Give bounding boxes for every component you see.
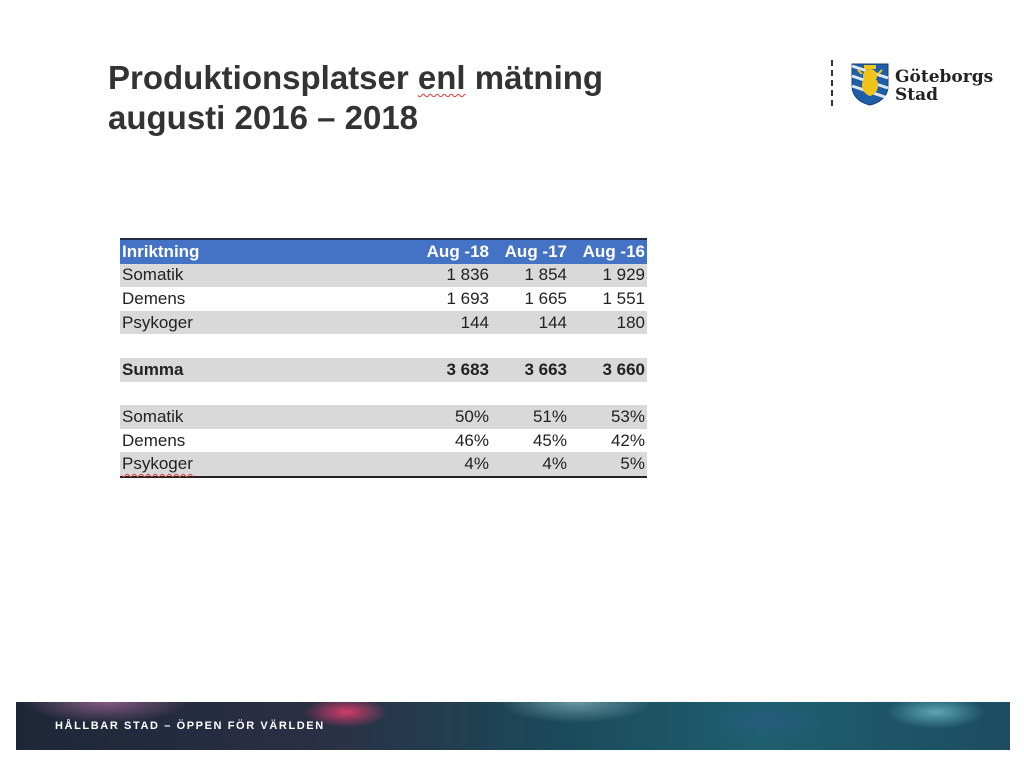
table-spacer-row [120, 334, 647, 358]
cell-value: 1 854 [491, 263, 569, 288]
table-row: Somatik 50% 51% 53% [120, 405, 647, 429]
header-aug-17: Aug -17 [491, 238, 569, 264]
table-row: Somatik 1 836 1 854 1 929 [120, 263, 647, 288]
logo-divider [831, 60, 833, 106]
footer-banner: HÅLLBAR STAD – ÖPPEN FÖR VÄRLDEN [16, 702, 1010, 750]
table-row: Demens 1 693 1 665 1 551 [120, 287, 647, 311]
row-label-text: Psykoger [122, 454, 193, 474]
row-label: Psykoger [120, 310, 413, 335]
table-row: Psykoger 4% 4% 5% [120, 452, 647, 478]
header-aug-18: Aug -18 [413, 238, 491, 264]
cell-value: 1 929 [569, 263, 647, 288]
header-aug-16: Aug -16 [569, 238, 647, 264]
table-row: Demens 46% 45% 42% [120, 429, 647, 453]
cell-value: 3 663 [491, 357, 569, 382]
cell-value: 53% [569, 405, 647, 429]
cell-value: 1 693 [446, 288, 489, 308]
cell-value: 51% [491, 405, 569, 429]
cell-value: 45% [532, 430, 567, 450]
goteborgs-stad-logo: Göteborgs Stad [831, 60, 993, 108]
cell-value: 46% [454, 430, 489, 450]
cell-value: 180 [569, 310, 647, 335]
cell-value: 3 660 [569, 357, 647, 382]
title-line-1: Produktionsplatser enl mätning [108, 58, 603, 98]
row-label: Somatik [120, 263, 413, 288]
title-text-b: enl [417, 59, 466, 96]
table-header-row: Inriktning Aug -18 Aug -17 Aug -16 [120, 238, 647, 264]
logo-text-line-1: Göteborgs [895, 67, 994, 87]
title-text-a: Produktionsplatser [108, 59, 418, 96]
row-label: Demens [122, 430, 186, 450]
table-spacer-row [120, 382, 647, 406]
header-inriktning: Inriktning [120, 238, 413, 264]
cell-value: 5% [569, 452, 647, 478]
title-text-c: mätning [465, 59, 604, 96]
cell-value: 1 836 [413, 263, 491, 288]
row-label: Summa [120, 357, 413, 382]
cell-value: 42% [610, 430, 645, 450]
cell-value: 4% [413, 452, 491, 478]
row-label: Psykoger [120, 452, 413, 478]
footer-slogan: HÅLLBAR STAD – ÖPPEN FÖR VÄRLDEN [55, 720, 325, 732]
logo-text: Göteborgs Stad [895, 68, 993, 104]
page-title: Produktionsplatser enl mätning augusti 2… [108, 58, 603, 138]
production-table: Inriktning Aug -18 Aug -17 Aug -16 Somat… [120, 238, 647, 478]
cell-value: 4% [491, 452, 569, 478]
cell-value: 3 683 [413, 357, 491, 382]
crest-icon [851, 63, 889, 106]
title-line-2: augusti 2016 – 2018 [108, 99, 419, 136]
cell-value: 1 665 [524, 288, 567, 308]
row-label: Somatik [120, 405, 413, 429]
cell-value: 144 [413, 310, 491, 335]
row-label: Demens [122, 288, 186, 308]
cell-value: 144 [491, 310, 569, 335]
table-row-total: Summa 3 683 3 663 3 660 [120, 357, 647, 382]
table-row: Psykoger 144 144 180 [120, 310, 647, 335]
logo-text-line-2: Stad [895, 85, 939, 105]
cell-value: 1 551 [602, 288, 645, 308]
cell-value: 50% [413, 405, 491, 429]
